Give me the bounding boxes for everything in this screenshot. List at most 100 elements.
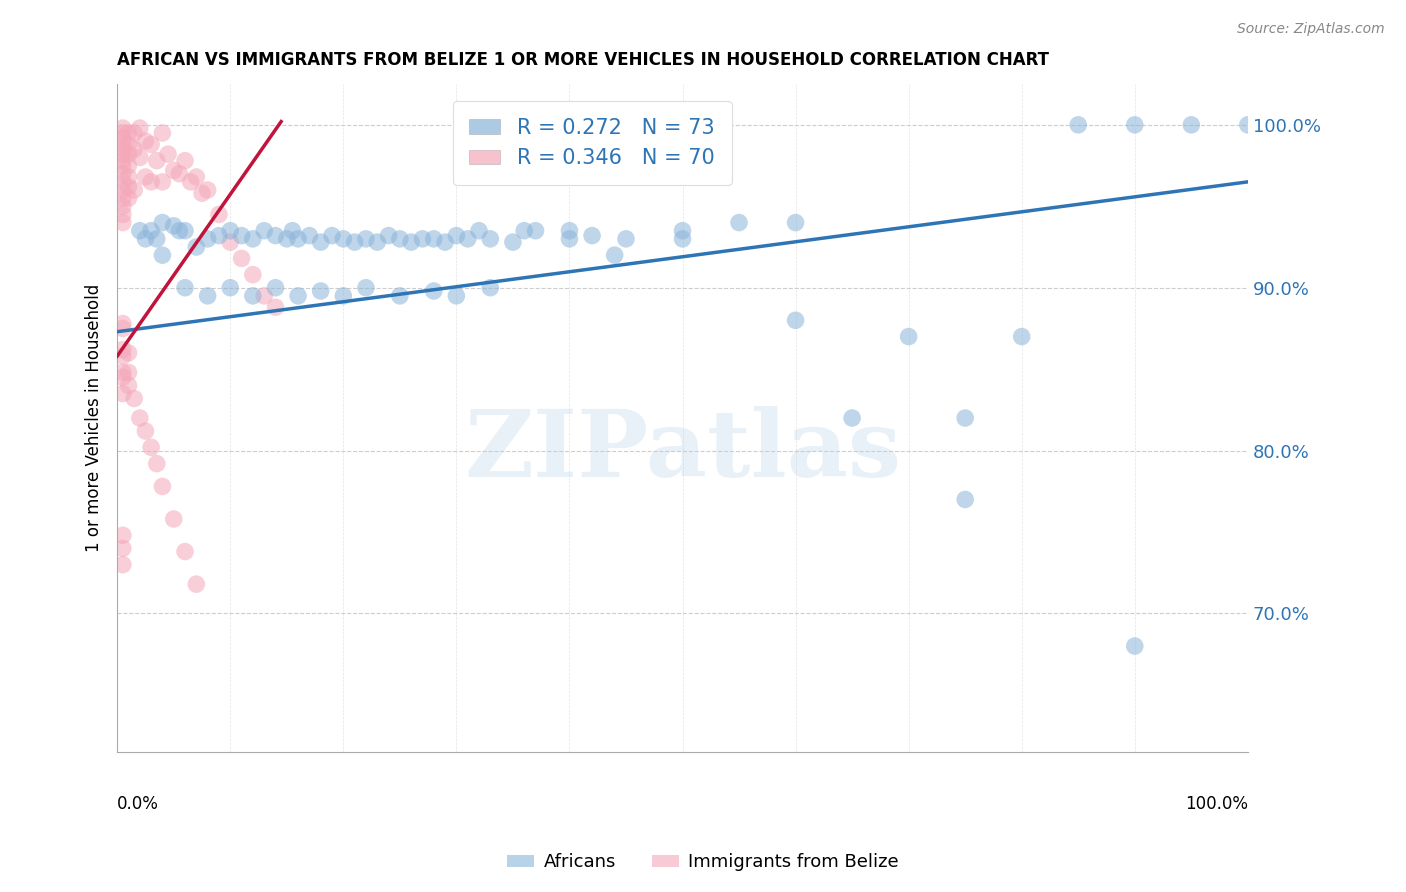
Point xyxy=(117,378,139,392)
Point xyxy=(111,153,134,168)
Point xyxy=(231,252,253,266)
Point xyxy=(111,343,134,357)
Point xyxy=(614,232,637,246)
Point xyxy=(298,228,321,243)
Point xyxy=(253,224,276,238)
Point xyxy=(366,235,388,249)
Point xyxy=(139,137,162,152)
Point xyxy=(242,289,264,303)
Point xyxy=(354,232,377,246)
Point xyxy=(457,232,479,246)
Point xyxy=(219,224,242,238)
Point xyxy=(281,224,304,238)
Point xyxy=(111,137,134,152)
Point xyxy=(332,232,354,246)
Point xyxy=(163,512,186,526)
Point xyxy=(479,281,502,295)
Point xyxy=(399,235,422,249)
Point xyxy=(111,541,134,556)
Point xyxy=(332,289,354,303)
Point xyxy=(785,216,807,230)
Legend: Africans, Immigrants from Belize: Africans, Immigrants from Belize xyxy=(501,847,905,879)
Point xyxy=(122,183,145,197)
Point xyxy=(524,224,547,238)
Point xyxy=(111,317,134,331)
Point xyxy=(197,183,219,197)
Point xyxy=(111,370,134,384)
Point xyxy=(163,163,186,178)
Point xyxy=(785,313,807,327)
Point xyxy=(309,235,332,249)
Point xyxy=(111,131,134,145)
Point xyxy=(145,153,167,168)
Point xyxy=(117,366,139,380)
Point xyxy=(152,479,174,493)
Point xyxy=(1011,329,1033,343)
Point xyxy=(479,232,502,246)
Point xyxy=(219,235,242,249)
Point xyxy=(145,457,167,471)
Point xyxy=(953,411,976,425)
Text: 0.0%: 0.0% xyxy=(117,796,159,814)
Point xyxy=(117,346,139,360)
Point xyxy=(117,137,139,152)
Point xyxy=(111,191,134,205)
Point xyxy=(208,228,231,243)
Point xyxy=(264,281,287,295)
Point xyxy=(152,248,174,262)
Point xyxy=(111,167,134,181)
Point xyxy=(117,147,139,161)
Point xyxy=(841,411,863,425)
Point xyxy=(186,169,208,184)
Point xyxy=(134,134,156,148)
Point xyxy=(128,150,150,164)
Point xyxy=(1180,118,1202,132)
Point xyxy=(558,224,581,238)
Point xyxy=(117,169,139,184)
Point xyxy=(513,224,536,238)
Point xyxy=(671,224,693,238)
Point xyxy=(1123,639,1146,653)
Point xyxy=(169,167,191,181)
Point xyxy=(558,232,581,246)
Point xyxy=(111,558,134,572)
Point xyxy=(423,284,446,298)
Point xyxy=(111,142,134,156)
Point xyxy=(111,121,134,136)
Point xyxy=(377,228,399,243)
Point xyxy=(117,159,139,173)
Point xyxy=(128,121,150,136)
Point xyxy=(117,179,139,194)
Text: ZIPatlas: ZIPatlas xyxy=(464,407,901,497)
Point xyxy=(128,224,150,238)
Text: 100.0%: 100.0% xyxy=(1185,796,1249,814)
Point xyxy=(1123,118,1146,132)
Point xyxy=(897,329,920,343)
Text: AFRICAN VS IMMIGRANTS FROM BELIZE 1 OR MORE VEHICLES IN HOUSEHOLD CORRELATION CH: AFRICAN VS IMMIGRANTS FROM BELIZE 1 OR M… xyxy=(117,51,1049,69)
Point xyxy=(388,289,411,303)
Point xyxy=(111,321,134,335)
Point xyxy=(111,528,134,542)
Point xyxy=(242,268,264,282)
Point xyxy=(111,183,134,197)
Point xyxy=(446,228,468,243)
Point xyxy=(388,232,411,246)
Point xyxy=(191,186,214,201)
Point xyxy=(208,207,231,221)
Point xyxy=(502,235,524,249)
Point xyxy=(174,153,197,168)
Point xyxy=(671,232,693,246)
Point xyxy=(287,232,309,246)
Legend: R = 0.272   N = 73, R = 0.346   N = 70: R = 0.272 N = 73, R = 0.346 N = 70 xyxy=(453,101,731,185)
Point xyxy=(134,424,156,438)
Point xyxy=(152,216,174,230)
Point xyxy=(264,228,287,243)
Point xyxy=(287,289,309,303)
Point xyxy=(111,207,134,221)
Point xyxy=(468,224,491,238)
Point xyxy=(122,126,145,140)
Point xyxy=(163,219,186,233)
Point xyxy=(152,175,174,189)
Point xyxy=(423,232,446,246)
Point xyxy=(134,232,156,246)
